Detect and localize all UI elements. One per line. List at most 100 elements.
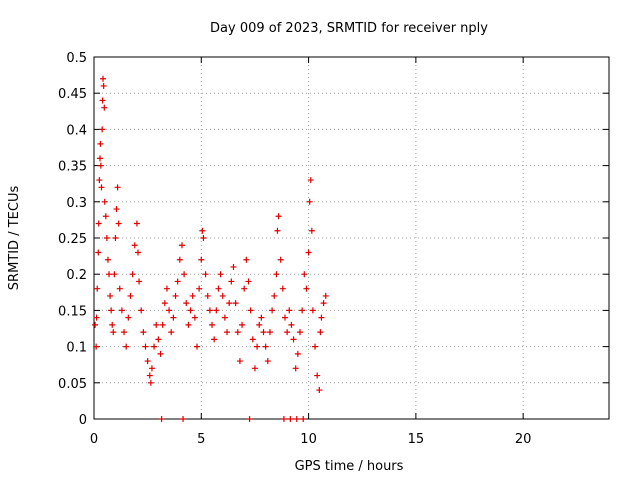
data-point [129, 271, 136, 278]
data-point [318, 314, 325, 321]
x-tick-label: 20 [515, 432, 532, 447]
data-point [290, 336, 297, 343]
data-point [294, 350, 301, 357]
data-point [158, 416, 165, 422]
data-point [243, 256, 250, 263]
data-point [266, 329, 273, 336]
y-tick-label: 0.2 [66, 268, 87, 283]
y-tick-label: 0.3 [66, 196, 87, 211]
data-point [221, 314, 228, 321]
data-point [277, 256, 284, 263]
data-point [256, 321, 263, 328]
data-point [251, 365, 258, 372]
data-point [204, 292, 211, 299]
data-point [274, 227, 281, 234]
data-point [219, 292, 226, 299]
data-point [249, 336, 256, 343]
x-tick-label: 5 [197, 432, 205, 447]
data-point [174, 278, 181, 285]
y-tick-label: 0.4 [66, 123, 87, 138]
chart-title: Day 009 of 2023, SRMTID for receiver npl… [210, 21, 488, 36]
data-point [264, 358, 271, 365]
grid [94, 57, 609, 419]
data-point [111, 271, 118, 278]
data-point [300, 416, 307, 422]
data-point [297, 329, 303, 336]
data-point [114, 184, 121, 191]
data-point [109, 321, 116, 328]
data-point [309, 307, 316, 314]
data-point [155, 336, 162, 343]
y-tick-label: 0.05 [58, 377, 87, 392]
data-point [142, 343, 149, 350]
data-point [95, 220, 102, 227]
data-point [269, 307, 276, 314]
data-point [228, 278, 235, 285]
data-point [113, 206, 120, 213]
data-point [96, 177, 103, 184]
data-point [103, 235, 110, 241]
data-point [306, 198, 313, 205]
data-point [287, 416, 294, 422]
data-point [260, 329, 267, 336]
x-tick-label: 0 [90, 432, 98, 447]
data-point [213, 307, 220, 314]
data-point [271, 292, 278, 299]
data-point [118, 307, 125, 314]
data-point [100, 75, 107, 82]
data-point [181, 271, 188, 278]
data-point [206, 307, 213, 314]
data-point [254, 343, 261, 350]
data-point [146, 372, 153, 379]
y-tick-label: 0.35 [58, 160, 87, 175]
x-tick-label: 15 [408, 432, 425, 447]
data-point [314, 372, 321, 379]
data-point [116, 285, 123, 292]
data-point [273, 271, 280, 278]
y-tick-label: 0.1 [66, 341, 87, 356]
data-point [102, 213, 109, 220]
data-points [92, 75, 329, 422]
data-point [292, 365, 299, 372]
data-point [100, 82, 107, 89]
data-point [93, 343, 100, 350]
data-point [151, 343, 158, 350]
data-point [101, 198, 108, 205]
data-point [153, 321, 160, 328]
data-point [94, 285, 101, 292]
data-point [299, 307, 306, 314]
data-point [258, 314, 265, 321]
data-point [180, 416, 187, 422]
data-point [110, 329, 117, 336]
plot-frame [93, 56, 610, 420]
data-point [284, 329, 291, 336]
data-point [123, 343, 130, 350]
data-point [293, 416, 300, 422]
data-point [159, 321, 166, 328]
data-point [183, 300, 190, 307]
data-point [144, 358, 151, 365]
data-point [202, 271, 209, 278]
data-point [121, 329, 128, 336]
data-point [245, 278, 252, 285]
data-point [104, 256, 111, 263]
data-point [198, 256, 205, 263]
data-point [196, 285, 203, 292]
data-point [303, 285, 310, 292]
data-point [133, 220, 140, 227]
data-point [166, 307, 173, 314]
data-point [127, 292, 134, 299]
y-tick-label: 0.15 [58, 304, 87, 319]
data-point [95, 249, 102, 256]
data-point [112, 235, 119, 241]
data-point [239, 321, 246, 328]
data-point [215, 285, 222, 292]
data-point [187, 307, 194, 314]
data-point [199, 227, 206, 234]
data-point [178, 242, 185, 249]
data-point [172, 292, 179, 299]
data-point [279, 285, 286, 292]
data-point [286, 307, 293, 314]
data-point [281, 314, 288, 321]
